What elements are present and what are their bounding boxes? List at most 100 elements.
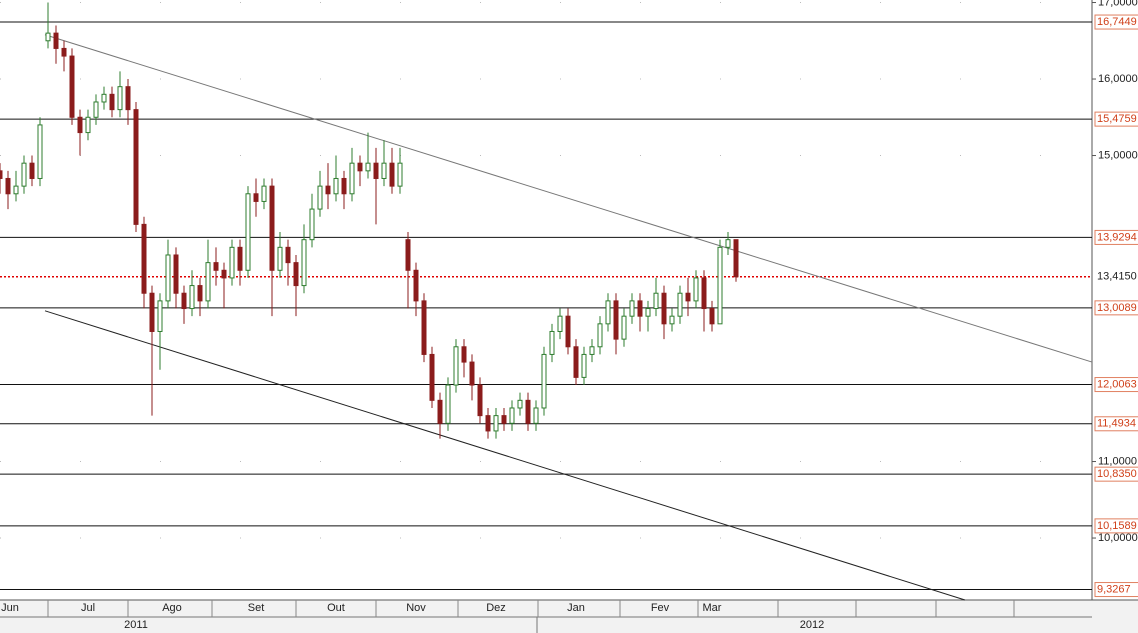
candle-body [109,93,115,111]
candle-body [405,239,411,271]
candle-body [261,185,267,202]
candle-body [541,353,547,409]
x-tick-label: Mar [703,602,722,614]
level-label: 15,4759 [1097,113,1137,125]
candle-body [173,254,179,294]
candle-body [661,292,667,325]
candle-body [189,285,195,310]
candle-body [717,246,723,325]
candle-body [53,32,59,49]
candle-body [677,292,683,317]
candle-body [117,86,123,111]
year-label: 2012 [800,619,824,631]
candle-body [45,32,51,42]
candle-body [709,308,715,325]
candle-body [461,346,467,363]
candle-body [549,330,555,355]
candle-body [493,415,499,432]
candle-body [469,361,475,386]
x-tick-label: Nov [406,602,426,614]
year-label: 2011 [124,619,148,631]
candle-body [357,162,363,172]
y-tick-label: 17,0000 [1098,0,1138,8]
candle-body [613,300,619,340]
candle-body [37,124,43,179]
level-label-box [1094,518,1138,534]
candle-body [149,292,155,332]
x-tick-label: Jan [567,602,585,614]
candle-body [21,162,27,187]
candle-body [269,185,275,271]
level-label: 13,0089 [1097,302,1137,314]
level-label: 9,3267 [1097,583,1131,595]
level-label: 10,1589 [1097,520,1137,532]
level-label: 13,9294 [1097,231,1137,243]
month-separators [47,600,1015,617]
candle-body [429,353,435,401]
candle-body [637,300,643,317]
candle-body [101,93,107,103]
trendline [44,310,966,601]
candle-body [13,185,19,195]
x-tick-label: Dez [486,602,506,614]
level-label: 11,4934 [1097,418,1136,430]
y-tick-label: 16,0000 [1098,73,1138,85]
candle-body [125,86,131,111]
x-tick-label: Jun [1,602,19,614]
candle-body [581,353,587,378]
candle-body [141,223,147,294]
candle-body [0,170,3,179]
candle-body [597,323,603,348]
candle-body [485,415,491,432]
level-label: 12,0063 [1097,378,1137,390]
candle-body [245,193,251,271]
level-label: 16,7449 [1097,16,1137,28]
candle-body [253,193,259,202]
candle-body [381,162,387,179]
candle-body [349,162,355,195]
candle-body [565,315,571,348]
candle-body [157,300,163,332]
x-tick-label: Ago [162,602,182,614]
y-tick-label: 11,0000 [1098,455,1137,467]
candle-body [373,162,379,179]
x-tick-label: Out [327,602,345,614]
candle-body [477,384,483,417]
candle-body [213,262,219,271]
candle-body [165,254,171,302]
candle-body [229,246,235,279]
candle-body [437,399,443,424]
candle-body [725,239,731,248]
candle-body [181,292,187,310]
candle-body [421,300,427,355]
candle-body [525,399,531,424]
level-label-box [1094,111,1138,127]
candle-body [509,407,515,424]
candle-body [445,384,451,424]
candle-body [205,262,211,302]
candle-body [589,346,595,355]
level-label-box [1094,300,1138,316]
candle-body [341,177,347,195]
candle-body [733,239,739,278]
candle-body [621,315,627,340]
trendline [44,34,1093,363]
candle-body [533,407,539,424]
candle-body [669,315,675,325]
candle-body [333,177,339,195]
candle-body [69,55,75,118]
level-label-box [1094,14,1138,30]
candle-body [685,292,691,302]
candle-body [93,101,99,118]
candle-body [277,246,283,271]
candle-body [453,346,459,386]
x-tick-label: Jul [81,602,95,614]
candle-body [309,208,315,241]
candle-body [77,116,83,134]
candle-body [61,47,67,57]
last-price-label: 13,4150 [1097,271,1137,283]
candle-body [293,262,299,287]
candle-body [645,308,651,317]
